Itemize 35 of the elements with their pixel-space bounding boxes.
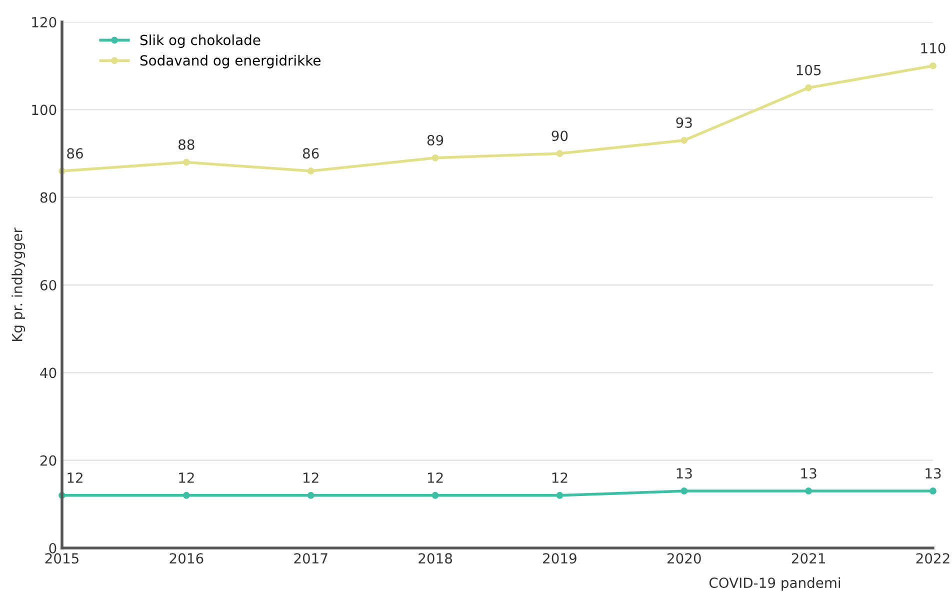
data-label: 93: [676, 117, 692, 128]
data-label: 86: [302, 148, 319, 159]
y-tick-label: 40: [40, 368, 56, 378]
data-label: 86: [67, 148, 83, 159]
y-tick-label: 100: [32, 104, 56, 116]
y-tick-label: 60: [40, 280, 56, 290]
data-label: 12: [304, 472, 318, 483]
legend-label: Sodavand og energidrikke: [140, 54, 320, 68]
y-tick-label: 120: [32, 16, 56, 28]
x-tick-label: 2017: [294, 553, 328, 564]
data-label: 90: [552, 130, 568, 142]
data-label: 12: [68, 472, 82, 483]
y-tick-label: 0: [49, 542, 56, 554]
x-tick-label: 2016: [170, 553, 204, 564]
data-label: 105: [796, 64, 821, 76]
x-tick-label: 2022: [916, 553, 950, 564]
x-tick-label: 2015: [45, 553, 78, 564]
data-label: 12: [179, 472, 194, 483]
data-label: 12: [428, 472, 443, 483]
data-label: 110: [921, 42, 946, 54]
x-tick-label: 2018: [418, 553, 452, 564]
y-axis-title: Kg pr. indbygger: [12, 228, 26, 342]
x-tick-label: 2020: [667, 553, 701, 564]
y-tick-label: 80: [40, 192, 56, 203]
text: COVID-19 pandemi: [709, 577, 840, 591]
y-tick-label: 20: [40, 455, 56, 466]
data-label: 89: [427, 134, 444, 146]
data-label: 88: [178, 139, 194, 150]
data-label: 13: [926, 468, 941, 479]
x-tick-label: 2019: [543, 553, 576, 564]
data-label: 12: [552, 472, 568, 483]
data-label: 13: [676, 468, 692, 479]
legend-label: Slik og chokolade: [140, 34, 260, 48]
x-tick-label: 2021: [792, 553, 825, 564]
data-label: 13: [801, 468, 816, 479]
